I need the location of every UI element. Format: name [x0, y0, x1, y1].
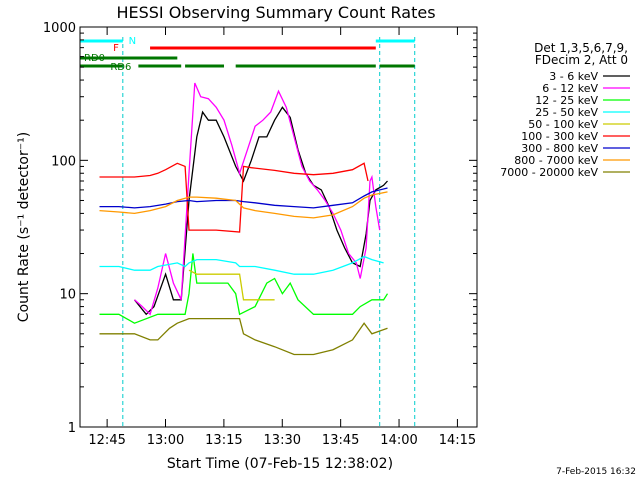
y-axis-ticks: 1 10 100 1000: [43, 21, 477, 436]
legend-entry-label: 25 - 50 keV: [535, 106, 598, 119]
legend-entry-label: 100 - 300 keV: [521, 130, 598, 143]
series-line-1: [134, 82, 381, 316]
legend-entry-label: 7000 - 20000 keV: [500, 166, 598, 179]
y-tick-label: 1: [68, 421, 76, 436]
legend-entry-label: 50 - 100 keV: [528, 118, 598, 131]
series-line-3: [99, 255, 384, 275]
x-tick-label: 14:15: [439, 433, 476, 448]
x-tick-label: 13:00: [147, 433, 184, 448]
legend-entry-label: 300 - 800 keV: [521, 142, 598, 155]
y-axis-label: Count Rate (s⁻¹ detector⁻¹): [16, 132, 32, 322]
flag-label-rd0: RD0: [84, 53, 105, 64]
footer-date: 7-Feb-2015 16:32: [556, 467, 636, 477]
x-axis-label: Start Time (07-Feb-15 12:38:02): [167, 456, 393, 472]
y-tick-label: 10: [59, 288, 76, 303]
series-line-4: [188, 269, 275, 301]
x-tick-label: 14:00: [380, 433, 417, 448]
x-axis-ticks: 12:45 13:00 13:15 13:30 13:45 14:00 14:15: [88, 27, 476, 448]
series-line-5: [99, 162, 369, 233]
legend-entry-label: 3 - 6 keV: [549, 70, 598, 83]
legend-header-line-1: Det 1,3,5,6,7,9,: [534, 41, 628, 55]
plot-area: NF RD0 RD6: [80, 36, 416, 427]
x-tick-label: 12:45: [88, 433, 125, 448]
legend-entry-label: 12 - 25 keV: [535, 94, 598, 107]
flag-label-rd6: RD6: [110, 62, 131, 73]
series-line-7: [99, 191, 388, 219]
plot-frame: [79, 26, 478, 428]
legend-entry-label: 6 - 12 keV: [542, 82, 598, 95]
x-tick-label: 13:30: [264, 433, 301, 448]
x-tick-label: 13:45: [322, 433, 359, 448]
flag-label-f: F: [113, 43, 119, 54]
legend-header-line-2: FDecim 2, Att 0: [535, 53, 628, 67]
flag-label-n: N: [129, 36, 136, 47]
y-tick-label: 100: [51, 154, 76, 169]
legend-entry-label: 800 - 7000 keV: [514, 154, 598, 167]
legend: Det 1,3,5,6,7,9, FDecim 2, Att 0 3 - 6 k…: [500, 41, 630, 179]
series-line-6: [99, 187, 388, 209]
series-line-2: [99, 253, 389, 324]
chart-title: HESSI Observing Summary Count Rates: [116, 3, 435, 22]
x-tick-label: 13:15: [205, 433, 242, 448]
y-tick-label: 1000: [43, 21, 76, 36]
series-line-8: [99, 317, 388, 356]
